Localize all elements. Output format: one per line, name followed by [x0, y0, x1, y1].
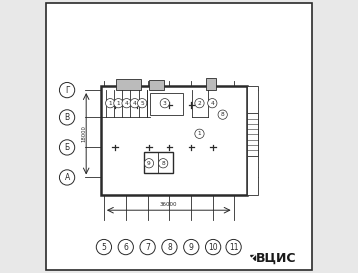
Text: 2: 2	[198, 101, 201, 106]
Circle shape	[160, 99, 169, 108]
Circle shape	[118, 239, 134, 255]
Circle shape	[184, 239, 199, 255]
Text: 6: 6	[123, 243, 128, 251]
Text: 3: 3	[163, 101, 167, 106]
Circle shape	[140, 239, 155, 255]
Circle shape	[195, 129, 204, 138]
Text: 11: 11	[229, 243, 238, 251]
Circle shape	[59, 170, 75, 185]
Bar	[206, 78, 216, 90]
Circle shape	[226, 239, 241, 255]
Text: 9: 9	[189, 243, 194, 251]
Text: Г: Г	[65, 86, 69, 94]
Text: 36000: 36000	[160, 203, 178, 207]
Text: 9: 9	[147, 161, 151, 166]
Bar	[101, 86, 247, 195]
Circle shape	[114, 99, 123, 108]
Text: 4: 4	[133, 101, 137, 106]
Text: 1: 1	[117, 101, 120, 106]
Circle shape	[159, 159, 168, 168]
Text: 8: 8	[167, 243, 172, 251]
Text: 5: 5	[140, 101, 144, 106]
Circle shape	[59, 110, 75, 125]
Text: 5: 5	[101, 243, 106, 251]
Text: 8: 8	[161, 161, 165, 166]
Text: 8: 8	[221, 112, 224, 117]
Bar	[150, 93, 183, 115]
Circle shape	[144, 159, 154, 168]
Circle shape	[208, 99, 217, 108]
Text: 10: 10	[208, 243, 218, 251]
Circle shape	[122, 99, 131, 108]
Text: 4: 4	[211, 101, 214, 106]
Text: 7: 7	[145, 243, 150, 251]
Text: 1: 1	[198, 131, 201, 136]
Text: В: В	[64, 113, 70, 122]
Bar	[149, 80, 164, 90]
Circle shape	[96, 239, 112, 255]
Circle shape	[106, 99, 115, 108]
Bar	[247, 113, 258, 156]
Bar	[247, 86, 258, 195]
Circle shape	[59, 82, 75, 98]
Polygon shape	[250, 255, 255, 260]
Text: 18000: 18000	[82, 125, 87, 142]
Bar	[144, 152, 173, 173]
Text: 1: 1	[108, 101, 112, 106]
Circle shape	[130, 99, 139, 108]
Circle shape	[137, 99, 147, 108]
Text: Б: Б	[64, 143, 70, 152]
Bar	[116, 79, 141, 90]
Circle shape	[162, 239, 177, 255]
Circle shape	[59, 140, 75, 155]
Circle shape	[205, 239, 221, 255]
Circle shape	[218, 110, 227, 119]
Text: 4: 4	[125, 101, 129, 106]
Circle shape	[195, 99, 204, 108]
Text: ВЦИС: ВЦИС	[256, 251, 296, 265]
Text: А: А	[64, 173, 70, 182]
